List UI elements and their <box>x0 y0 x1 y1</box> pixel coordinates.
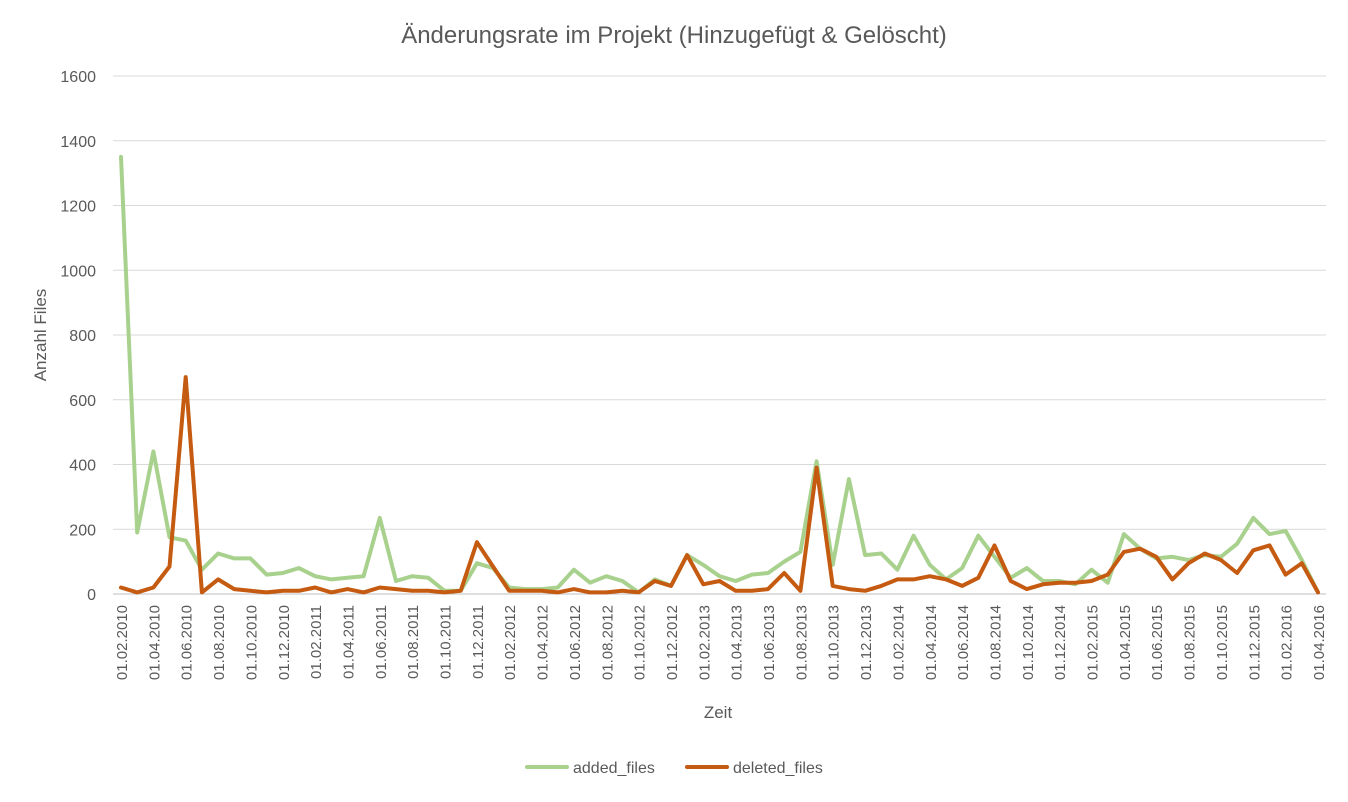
x-tick-label: 01.02.2013 <box>696 605 713 680</box>
x-tick-label: 01.02.2016 <box>1279 605 1296 680</box>
y-tick-label: 0 <box>87 587 96 604</box>
x-tick-label: 01.04.2015 <box>1117 605 1134 680</box>
series-line-added-files <box>119 154 1320 595</box>
y-axis-ticks: 0 200 400 600 800 1000 1200 1400 1600 <box>60 69 96 604</box>
x-tick-label: 01.10.2015 <box>1214 605 1231 680</box>
x-tick-label: 01.06.2013 <box>761 605 778 680</box>
x-tick-label: 01.12.2015 <box>1246 605 1263 680</box>
x-tick-label: 01.12.2011 <box>470 605 487 679</box>
legend-label: deleted_files <box>733 760 823 777</box>
gridlines <box>113 75 1326 595</box>
x-tick-label: 01.08.2014 <box>987 605 1004 680</box>
y-tick-label: 1600 <box>60 69 96 86</box>
x-tick-label: 01.12.2010 <box>276 605 293 680</box>
x-tick-label: 01.08.2015 <box>1182 605 1199 680</box>
x-tick-label: 01.02.2015 <box>1085 605 1102 680</box>
legend-label: added_files <box>573 760 655 777</box>
x-axis-ticks: 01.02.2010 01.04.2010 01.06.2010 01.08.2010… <box>114 605 1328 680</box>
x-tick-label: 01.08.2013 <box>793 605 810 680</box>
x-tick-label: 01.10.2013 <box>826 605 843 680</box>
x-tick-label: 01.10.2011 <box>438 605 455 679</box>
x-tick-label: 01.06.2010 <box>179 605 196 680</box>
x-tick-label: 01.04.2014 <box>923 605 940 680</box>
x-tick-label: 01.10.2010 <box>243 605 260 680</box>
series-line-deleted-files <box>119 375 1320 595</box>
x-tick-label: 01.04.2010 <box>146 605 163 680</box>
x-tick-label: 01.08.2012 <box>599 605 616 680</box>
x-tick-label: 01.02.2014 <box>890 605 907 680</box>
x-tick-label: 01.06.2014 <box>955 605 972 680</box>
x-axis-label: Zeit <box>704 703 733 722</box>
x-tick-label: 01.02.2012 <box>502 605 519 680</box>
x-tick-label: 01.10.2012 <box>632 605 649 680</box>
series-lines <box>119 154 1320 595</box>
x-tick-label: 01.04.2013 <box>729 605 746 680</box>
x-tick-label: 01.06.2012 <box>567 605 584 680</box>
x-tick-label: 01.06.2015 <box>1149 605 1166 680</box>
x-tick-label: 01.08.2011 <box>405 605 422 679</box>
legend: added_files deleted_files <box>525 760 823 777</box>
x-tick-label: 01.06.2011 <box>373 605 390 679</box>
y-tick-label: 1400 <box>60 134 96 151</box>
x-tick-label: 01.12.2014 <box>1052 605 1069 680</box>
x-tick-label: 01.04.2011 <box>340 605 357 679</box>
y-tick-label: 800 <box>69 328 96 345</box>
y-tick-label: 400 <box>69 458 96 475</box>
x-tick-label: 01.02.2010 <box>114 605 131 680</box>
x-tick-label: 01.10.2014 <box>1020 605 1037 680</box>
x-tick-label: 01.12.2013 <box>858 605 875 680</box>
x-tick-label: 01.12.2012 <box>664 605 681 680</box>
x-tick-label: 01.04.2016 <box>1311 605 1328 680</box>
x-tick-label: 01.04.2012 <box>535 605 552 680</box>
chart-title: Änderungsrate im Projekt (Hinzugefügt & … <box>401 22 947 49</box>
x-tick-label: 01.08.2010 <box>211 605 228 680</box>
y-axis-label: Anzahl Files <box>31 289 50 382</box>
y-tick-label: 200 <box>69 522 96 539</box>
y-tick-label: 600 <box>69 393 96 410</box>
y-tick-label: 1000 <box>60 263 96 280</box>
x-tick-label: 01.02.2011 <box>308 605 325 679</box>
y-tick-label: 1200 <box>60 199 96 216</box>
